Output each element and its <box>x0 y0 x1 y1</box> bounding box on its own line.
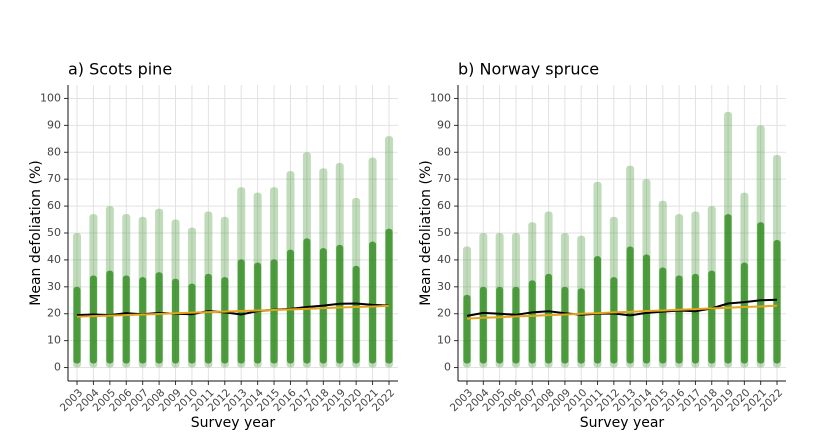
y-tick-label: 70 <box>47 172 61 185</box>
point-core <box>561 286 569 364</box>
point-core <box>659 267 667 364</box>
y-tick-label: 40 <box>437 253 451 266</box>
point-core <box>303 238 311 364</box>
y-axis-label: Mean defoliation (%) <box>418 160 434 305</box>
y-tick-label: 60 <box>47 199 61 212</box>
trend-line <box>76 304 390 318</box>
point-core <box>172 278 180 364</box>
point-core <box>122 275 130 364</box>
y-tick-label: 20 <box>437 307 451 320</box>
point-core <box>369 241 377 364</box>
point-core <box>254 262 262 364</box>
point-core <box>106 270 114 364</box>
point-core <box>73 286 81 364</box>
y-tick-label: 70 <box>437 172 451 185</box>
point-core <box>352 265 360 364</box>
point-core <box>691 273 699 364</box>
point-core <box>139 277 147 364</box>
point-core <box>286 249 294 364</box>
point-core <box>528 280 536 364</box>
y-tick-label: 30 <box>47 280 61 293</box>
y-tick-label: 10 <box>437 334 451 347</box>
point-core <box>626 246 634 364</box>
point-core <box>577 288 585 364</box>
point-core <box>773 239 781 364</box>
y-tick-label: 80 <box>437 145 451 158</box>
point-core <box>512 286 520 364</box>
y-tick-label: 100 <box>40 91 61 104</box>
y-tick-label: 100 <box>430 91 451 104</box>
panel-title: b) Norway spruce <box>458 60 599 79</box>
point-core <box>463 294 471 364</box>
y-tick-label: 10 <box>47 334 61 347</box>
point-core <box>610 277 618 364</box>
y-tick-label: 20 <box>47 307 61 320</box>
y-tick-label: 80 <box>47 145 61 158</box>
y-tick-label: 0 <box>54 361 61 374</box>
y-tick-label: 0 <box>444 361 451 374</box>
y-tick-label: 60 <box>437 199 451 212</box>
x-axis-label: Survey year <box>580 415 665 431</box>
point-core <box>594 256 602 364</box>
point-core <box>385 228 393 364</box>
point-core <box>740 262 748 364</box>
panel-title: a) Scots pine <box>68 60 172 79</box>
mean-line <box>466 298 778 317</box>
point-core <box>675 275 683 364</box>
point-core <box>757 222 765 364</box>
point-core <box>708 270 716 364</box>
y-tick-label: 50 <box>47 226 61 239</box>
point-core <box>270 259 278 364</box>
y-tick-label: 90 <box>437 118 451 131</box>
trend-line <box>466 304 778 320</box>
point-core <box>155 272 163 364</box>
point-core <box>479 286 487 364</box>
y-axis-label: Mean defoliation (%) <box>28 160 44 305</box>
point-core <box>642 254 650 364</box>
y-tick-label: 30 <box>437 280 451 293</box>
point-core <box>89 275 97 364</box>
point-core <box>496 286 504 364</box>
point-core <box>724 214 732 364</box>
x-axis-label: Survey year <box>191 415 276 431</box>
mean-line <box>76 302 390 317</box>
point-core <box>221 277 229 364</box>
y-tick-label: 40 <box>47 253 61 266</box>
point-core <box>188 283 196 364</box>
y-tick-label: 90 <box>47 118 61 131</box>
point-core <box>545 273 553 364</box>
y-tick-label: 50 <box>437 226 451 239</box>
point-core <box>204 273 212 364</box>
